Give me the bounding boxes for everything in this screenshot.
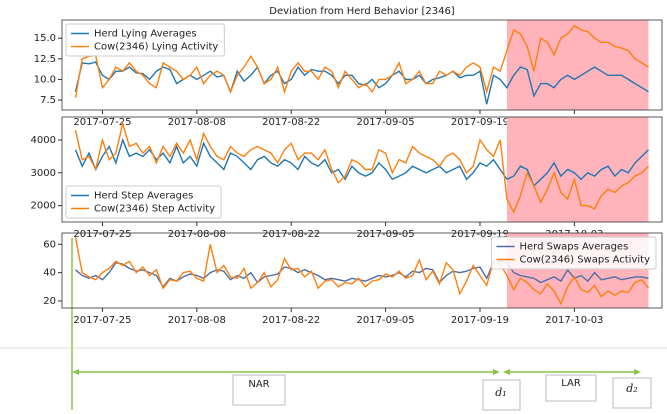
y-tick-label: 20 (43, 296, 56, 307)
series-line (75, 260, 649, 289)
x-tick-label: 2017-08-08 (168, 117, 226, 128)
x-tick-label: 2017-07-25 (73, 229, 131, 240)
x-tick-label: 2017-08-22 (262, 117, 320, 128)
series-line (74, 61, 649, 105)
legend: Herd Step Averages Cow(2346) Step Activit… (65, 185, 222, 219)
lar-box (545, 374, 597, 402)
arrow-head (493, 369, 500, 375)
series-line (74, 237, 650, 306)
x-tick-label: 2017-09-05 (357, 117, 415, 128)
legend-label: Cow(2346) Swaps Activity (520, 255, 651, 266)
d1-box (482, 379, 521, 411)
arrow-head (503, 369, 510, 375)
legend-label: Cow(2346) Lying Activity (94, 42, 218, 53)
x-tick-label: 2017-09-19 (451, 117, 509, 128)
series-line (74, 120, 649, 214)
nar-box (232, 374, 286, 406)
axes-frame (61, 232, 663, 309)
legend-label: Herd Swaps Averages (520, 242, 629, 253)
legend-frame (491, 236, 657, 270)
y-tick-label: 40 (43, 268, 56, 279)
y-tick-label: 12.5 (34, 54, 56, 65)
arrow-head (72, 369, 79, 375)
x-tick-label: 2017-08-22 (262, 315, 320, 326)
x-tick-label: 2017-09-05 (357, 229, 415, 240)
x-tick-label: 2017-08-08 (168, 229, 226, 240)
highlight-span (506, 20, 649, 110)
lar-label: LAR (561, 378, 581, 389)
x-tick-label: 2017-07-25 (73, 117, 131, 128)
legend-label: Herd Lying Averages (94, 29, 197, 40)
legend-label: Herd Step Averages (94, 191, 193, 202)
series-line (74, 137, 649, 188)
y-tick-label: 60 (43, 239, 56, 250)
x-tick-label: 2017-09-05 (357, 315, 415, 326)
y-tick-label: 15.0 (34, 33, 56, 44)
y-tick-label: 10.0 (34, 74, 56, 85)
y-tick-label: 3000 (31, 168, 56, 179)
nar-label: NAR (248, 379, 269, 390)
legend-frame (65, 23, 225, 57)
legend: Herd Lying Averages Cow(2346) Lying Activ… (65, 23, 225, 57)
d1-label: d₁ (495, 386, 506, 399)
y-tick-label: 7.5 (40, 95, 56, 106)
legend-label: Cow(2346) Step Activity (94, 204, 215, 215)
x-tick-label: 2017-09-19 (451, 229, 509, 240)
d2-label: d₂ (626, 382, 637, 395)
series-line (74, 24, 649, 98)
x-tick-label: 2017-10-03 (545, 315, 603, 326)
axes-frame (61, 19, 663, 111)
legend: Herd Swaps Averages Cow(2346) Swaps Activ… (491, 236, 657, 270)
legend-frame (65, 185, 222, 219)
x-tick-label: 2017-08-22 (262, 229, 320, 240)
axes-frame (61, 116, 663, 223)
x-tick-label: 2017-09-19 (451, 315, 509, 326)
d2-box (612, 377, 652, 409)
chart-title: Deviation from Herd Behavior [2346] (269, 6, 455, 17)
arrow-head (634, 369, 641, 375)
highlight-span (506, 117, 649, 222)
x-tick-label: 2017-08-08 (168, 315, 226, 326)
y-tick-label: 2000 (31, 201, 56, 212)
y-tick-label: 4000 (31, 135, 56, 146)
x-tick-label: 2017-07-25 (73, 315, 131, 326)
